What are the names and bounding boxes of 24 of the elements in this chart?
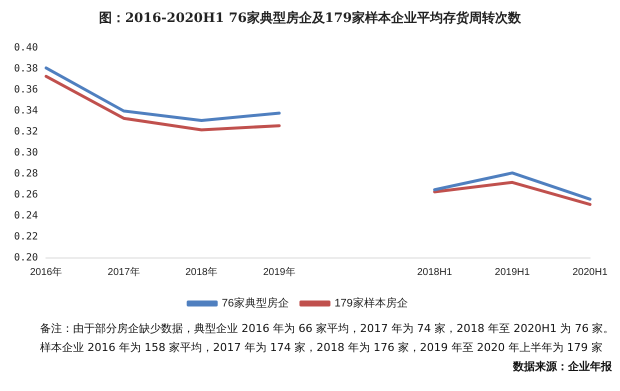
text: 样本企业 2016 年为 158 家平均，2017 年为 174 家，2018 年为 176 家，2019 年至 2020 年上半年为 179 家 (40, 340, 604, 356)
x-tick-label: 2017年 (108, 266, 140, 278)
y-tick-label: 0.28 (14, 168, 38, 180)
y-tick-label: 0.38 (14, 64, 38, 75)
x-tick-label: 2019H1 (494, 266, 530, 278)
y-tick-label: 0.22 (14, 232, 38, 243)
y-tick-label: 0.40 (14, 42, 38, 54)
legend-label: 76家典型房企 (222, 296, 289, 310)
y-tick-label: 0.32 (14, 126, 38, 138)
x-tick-label: 2016年 (30, 266, 62, 278)
y-tick-label: 0.30 (14, 148, 38, 159)
x-tick-label: 2018年 (185, 266, 218, 278)
legend-label: 179家样本房企 (334, 296, 408, 310)
x-tick-label: 2019年 (263, 266, 296, 278)
x-tick-label: 2018H1 (417, 266, 453, 278)
y-tick-label: 0.26 (14, 190, 38, 201)
text: 备注：由于部分房企缺少数据，典型企业 2016 年为 66 家平均，2017 年为 74 家，2018 年至 2020H1 为 76 家。 (40, 321, 616, 337)
y-tick-label: 0.34 (14, 106, 38, 117)
chart-title: 图：2016-2020H1 76家典型房企及179家样本企业平均存货周转次数 (98, 10, 522, 28)
y-tick-label: 0.36 (14, 84, 38, 96)
y-tick-label: 0.24 (14, 210, 38, 222)
y-tick-label: 0.20 (14, 252, 38, 264)
x-tick-label: 2020H1 (572, 266, 608, 278)
source-note: 数据来源：企业年报 (512, 359, 613, 375)
